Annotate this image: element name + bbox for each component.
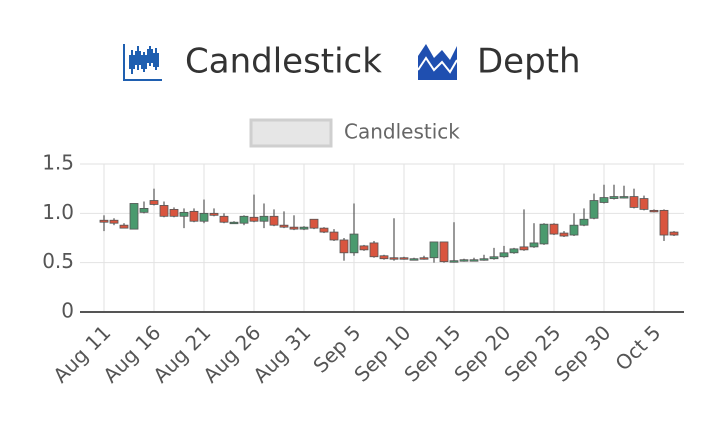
candle-body [309, 218, 319, 229]
candle-body [629, 196, 639, 208]
candle-body [389, 257, 399, 260]
depth-tab[interactable]: Depth [417, 42, 581, 82]
candlestick-icon [123, 44, 162, 81]
candle-body [169, 208, 179, 217]
candle-body [639, 198, 649, 210]
candle-body [399, 257, 409, 260]
x-tick-label: Sep 30 [549, 320, 615, 386]
candle-body [189, 210, 199, 222]
candle-body [469, 259, 479, 262]
candle-body [119, 224, 129, 229]
candle-body [579, 218, 589, 226]
candle-body [349, 233, 359, 254]
y-tick-label: 0 [61, 299, 74, 323]
candle-body [559, 232, 569, 237]
candle-body [609, 196, 619, 199]
candle-body [139, 207, 149, 213]
candle-body [569, 224, 579, 236]
legend-label: Candlestick [344, 120, 460, 144]
candle-body [199, 212, 209, 222]
y-tick-label: 1.5 [42, 151, 74, 175]
tab-label: Depth [477, 42, 581, 82]
candle-body [539, 223, 549, 245]
candle-body [319, 227, 329, 233]
tab-label: Candlestick [185, 42, 382, 82]
candle-body [599, 197, 609, 203]
candle-body [239, 215, 249, 224]
candle-body [109, 219, 119, 224]
candlestick-tab[interactable]: Candlestick [123, 42, 382, 82]
candle-body [499, 252, 509, 258]
candle-body [429, 241, 439, 259]
candle-body [179, 211, 189, 217]
candle-body [159, 205, 169, 217]
candle-body [649, 209, 659, 213]
candle-body [509, 248, 519, 254]
candle-body [459, 259, 469, 262]
candle-body [359, 245, 369, 251]
candle-body [369, 242, 379, 258]
candle-body [419, 257, 429, 260]
candle-body [209, 212, 219, 216]
candle-body [669, 231, 679, 236]
candle-body [299, 226, 309, 230]
candle-body [379, 255, 389, 260]
candle-body [219, 215, 229, 223]
candle-body [289, 226, 299, 230]
candle-body [229, 221, 239, 225]
candle-body [519, 246, 529, 251]
candle-body [589, 200, 599, 219]
legend-swatch [249, 118, 333, 148]
candle-body [489, 256, 499, 260]
candle-body [549, 223, 559, 235]
candle-body [249, 216, 259, 222]
candle-body [259, 215, 269, 222]
candle-body [659, 209, 669, 236]
legend[interactable]: Candlestick [249, 118, 460, 148]
candle-body [279, 224, 289, 228]
candle-body [529, 242, 539, 248]
candle-body [339, 239, 349, 254]
candle-body [149, 200, 159, 205]
candle-body [449, 260, 459, 263]
depth-icon-line [417, 56, 458, 74]
candle-body [269, 215, 279, 226]
candle-body [409, 258, 419, 261]
candle-body [129, 203, 139, 230]
candle-body [619, 196, 629, 199]
y-tick-label: 1.0 [42, 200, 74, 224]
candle-body [439, 241, 449, 263]
candle-body [479, 258, 489, 261]
candle-body [329, 231, 339, 241]
y-tick-label: 0.5 [42, 249, 74, 273]
candle-body [99, 219, 109, 223]
depth-icon [418, 44, 457, 80]
x-tick-label: Oct 5 [611, 320, 666, 375]
